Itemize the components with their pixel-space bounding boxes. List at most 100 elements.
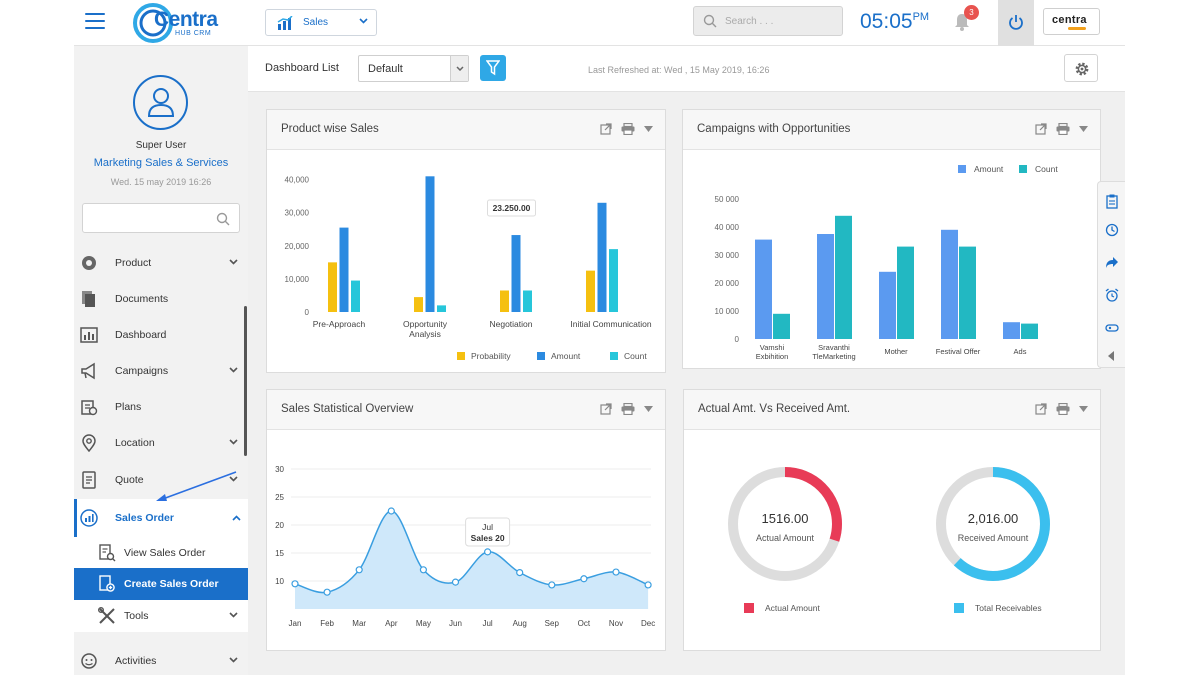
sidebar-item-tools[interactable]: Tools [74,600,248,632]
bar-count [835,215,852,339]
legend-swatch [958,165,966,173]
caret-down-icon[interactable] [644,406,653,412]
dashboard-select[interactable]: Default [358,55,469,82]
external-link-icon[interactable] [1035,123,1047,135]
external-link-icon[interactable] [600,403,612,415]
x-tick-label: Dec [641,619,655,628]
collapse-left-icon[interactable] [1107,351,1115,361]
avatar[interactable] [133,75,188,130]
legend-swatch [537,352,545,360]
panel-actual-vs-received: Actual Amt. Vs Received Amt. 1516.00 Actu… [683,389,1101,651]
panel-header: Campaigns with Opportunities [683,110,1100,150]
y-tick-label: 40,000 [285,176,310,185]
notification-badge: 3 [964,5,979,20]
sidebar-item-dashboard[interactable]: Dashboard [74,319,248,351]
sidebar-item-label: Product [115,257,152,269]
chevron-down-icon [229,439,238,445]
bar-probability [328,262,337,312]
print-icon[interactable] [621,403,635,415]
bar-amount [1003,322,1020,339]
centra-logo[interactable] [132,3,214,43]
annotation-arrow [156,471,237,501]
print-icon[interactable] [1056,123,1070,135]
data-point [644,581,652,589]
exchange-icon[interactable] [1105,322,1119,334]
megaphone-icon [81,362,95,380]
activities-icon [81,653,97,669]
panel-title: Sales Statistical Overview [281,403,414,415]
bar-amount [817,234,834,339]
bar-count [351,280,360,312]
logout-button[interactable] [998,0,1034,46]
user-datetime: Wed. 15 may 2019 16:26 [110,177,212,187]
panel-header: Sales Statistical Overview [267,390,665,430]
chevron-down-icon [229,612,238,618]
x-tick-label: Ads [1014,347,1027,356]
legend-label: Amount [551,351,581,361]
y-tick-label: 10 000 [715,307,740,316]
y-tick-label: 30 [275,465,284,474]
chevron-down-icon [229,476,238,482]
caret-down-icon[interactable] [1079,406,1088,412]
top-bar: Centra HUB CRM Sales Search . . . 05:05P… [74,0,1125,46]
dashboard-settings-button[interactable] [1064,54,1098,82]
last-refreshed: Last Refreshed at: Wed , 15 May 2019, 16… [588,65,770,75]
global-search-input[interactable]: Search . . . [693,6,843,36]
hamburger-menu-icon[interactable] [85,13,105,29]
donut-label: Actual Amount [756,533,815,543]
data-point [355,566,363,574]
bar-count [773,313,790,339]
bar-probability [586,270,595,312]
external-link-icon[interactable] [600,123,612,135]
legend-label: Total Receivables [975,603,1042,613]
history-icon[interactable] [1105,223,1119,237]
y-tick-label: 20 000 [715,279,740,288]
x-tick-label: Festival Offer [936,347,981,356]
print-icon[interactable] [621,123,635,135]
sidebar-item-quote[interactable]: Quote [74,464,248,496]
panel-product-sales: Product wise Sales 0 10,000 20,000 30,000 40… [266,109,666,373]
share-icon[interactable] [1105,256,1119,269]
sidebar-subitem-view-sales-order[interactable]: View Sales Order [74,537,248,569]
print-icon[interactable] [1056,403,1070,415]
legend-swatch [954,603,964,613]
sidebar-subitem-create-sales-order[interactable]: Create Sales Order [74,568,248,600]
module-select[interactable]: Sales [265,9,377,36]
x-tick-label: Aug [513,619,527,628]
donut-arc [936,467,1050,581]
sidebar-item-label: Documents [115,293,169,305]
x-tick-label: Vamshi [760,343,785,352]
dashboard-select-value: Default [368,63,403,75]
sidebar-item-plans[interactable]: Plans [74,391,248,423]
data-point [387,507,395,515]
sidebar-item-location[interactable]: Location [74,427,248,459]
actual-received-chart: 1516.00 Actual Amount 2,016.00 Received Amo… [728,467,1050,613]
panel-actions [1035,403,1088,415]
filter-button[interactable] [480,55,506,81]
y-tick-label: 10,000 [285,275,310,284]
chevron-down-icon [229,367,238,373]
sidebar-item-campaigns[interactable]: Campaigns [74,355,248,387]
legend-swatch [1019,165,1027,173]
sidebar-item-documents[interactable]: Documents [74,283,248,315]
caret-down-icon[interactable] [644,126,653,132]
caret-down-icon[interactable] [1079,126,1088,132]
sidebar-item-activities[interactable]: Activities [74,645,248,675]
brand-logo[interactable]: centra [1043,8,1100,35]
sidebar-item-product[interactable]: Product [74,247,248,279]
sidebar-search-input[interactable] [82,203,240,233]
y-tick-label: 30 000 [715,251,740,260]
clipboard-icon[interactable] [1105,194,1119,209]
clock-time: 05:05 [860,10,913,33]
search-icon [216,212,230,226]
donut-arc [728,467,842,581]
external-link-icon[interactable] [1035,403,1047,415]
sidebar-item-label: View Sales Order [124,547,206,559]
x-tick-label: Opportunity [403,319,448,329]
sidebar-scrollbar[interactable] [244,306,247,456]
sidebar-item-sales-order[interactable]: Sales Order [74,499,248,537]
alarm-clock-icon[interactable] [1105,288,1119,302]
sidebar-item-label: Dashboard [115,329,167,341]
panel-title: Actual Amt. Vs Received Amt. [698,403,851,415]
y-tick-label: 15 [275,549,284,558]
